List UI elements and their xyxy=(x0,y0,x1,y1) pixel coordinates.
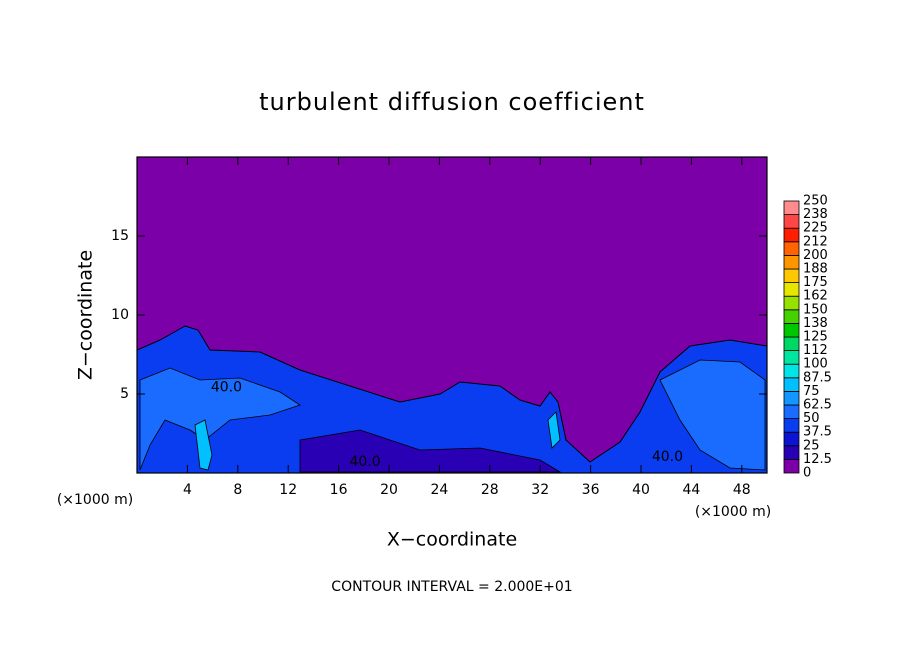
colorbar-swatch xyxy=(783,431,800,447)
colorbar-label: 0 xyxy=(803,466,811,481)
x-tick-label: 44 xyxy=(682,482,700,498)
field-region xyxy=(299,429,562,473)
x-tick-label: 16 xyxy=(330,482,348,498)
colorbar-swatch xyxy=(783,458,800,474)
colorbar-label: 200 xyxy=(803,248,828,263)
field-region xyxy=(194,419,213,471)
x-axis-label: X−coordinate xyxy=(387,529,517,551)
colorbar-swatch xyxy=(783,282,800,297)
x-tick-label: 12 xyxy=(279,482,297,498)
colorbar-label: 50 xyxy=(803,411,820,426)
colorbar-swatch xyxy=(783,227,800,243)
y-tick-label: 5 xyxy=(120,386,129,402)
colorbar-label: 25 xyxy=(803,438,820,453)
colorbar-label: 250 xyxy=(803,194,828,209)
contour-label: 40.0 xyxy=(211,380,242,396)
y-tick-label: 15 xyxy=(111,228,129,244)
colorbar-swatch xyxy=(783,363,800,379)
contour-label: 40.0 xyxy=(349,454,380,470)
field-region xyxy=(139,367,301,471)
footer: CONTOUR INTERVAL = 2.000E+01 xyxy=(331,579,572,595)
colorbar-swatch xyxy=(783,241,800,256)
colorbar-swatch xyxy=(783,295,800,311)
x-tick-label: 40 xyxy=(632,482,650,498)
colorbar-label: 125 xyxy=(803,330,828,345)
colorbar-swatch xyxy=(783,268,800,284)
field-region xyxy=(547,411,561,449)
colorbar-label: 37.5 xyxy=(803,425,832,440)
x-tick-label: 28 xyxy=(481,482,499,498)
colorbar-swatch xyxy=(783,200,800,216)
colorbar-label: 12.5 xyxy=(803,452,832,467)
colorbar-label: 87.5 xyxy=(803,370,832,385)
colorbar-swatch xyxy=(783,445,800,460)
x-unit-label: (×1000 m) xyxy=(57,492,133,508)
x-tick-label: 24 xyxy=(430,482,448,498)
colorbar-swatch xyxy=(783,377,800,392)
colorbar-swatch xyxy=(783,350,800,365)
field-region xyxy=(137,325,767,473)
colorbar-swatch xyxy=(783,418,800,433)
colorbar-swatch xyxy=(783,309,800,324)
chart-title: turbulent diffusion coefficient xyxy=(259,88,645,116)
colorbar-swatch xyxy=(783,322,800,338)
x-tick-label: 32 xyxy=(531,482,549,498)
colorbar-label: 225 xyxy=(803,221,828,236)
colorbar-label: 100 xyxy=(803,357,828,372)
colorbar-swatch xyxy=(783,404,800,420)
y-axis-label: Z−coordinate xyxy=(75,250,97,380)
x-unit-label: (×1000 m) xyxy=(695,504,771,520)
colorbar-label: 75 xyxy=(803,384,820,399)
colorbar-label: 150 xyxy=(803,302,828,317)
x-tick-label: 8 xyxy=(233,482,242,498)
x-tick-label: 4 xyxy=(183,482,192,498)
colorbar-swatch xyxy=(783,390,800,406)
colorbar-swatch xyxy=(783,336,800,352)
colorbar-swatch xyxy=(783,214,800,229)
y-tick-label: 10 xyxy=(111,307,129,323)
x-tick-label: 36 xyxy=(582,482,600,498)
colorbar-label: 112 xyxy=(803,343,828,358)
colorbar-label: 188 xyxy=(803,262,828,277)
colorbar-label: 212 xyxy=(803,234,828,249)
x-tick-label: 48 xyxy=(733,482,751,498)
colorbar-label: 238 xyxy=(803,207,828,222)
colorbar-swatch xyxy=(783,254,800,270)
colorbar-label: 162 xyxy=(803,289,828,304)
colorbar-label: 175 xyxy=(803,275,828,290)
x-tick-label: 20 xyxy=(380,482,398,498)
contour-field xyxy=(137,157,767,473)
colorbar-label: 138 xyxy=(803,316,828,331)
field-region xyxy=(659,359,766,471)
colorbar-label: 62.5 xyxy=(803,398,832,413)
contour-label: 40.0 xyxy=(652,449,683,465)
